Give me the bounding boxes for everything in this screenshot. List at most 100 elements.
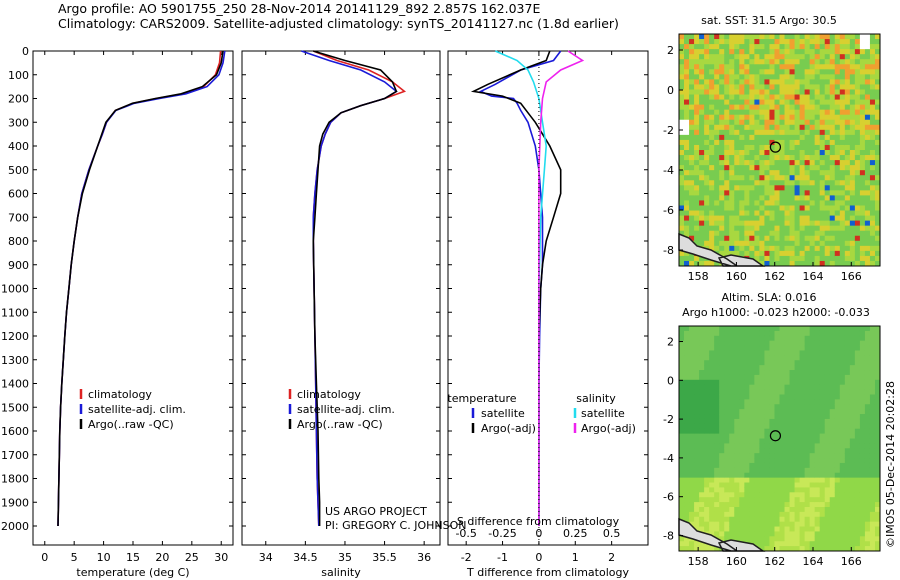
map-cell (764, 385, 770, 390)
map-cell (860, 443, 866, 448)
map-cell (865, 424, 871, 429)
map-cell (825, 165, 831, 171)
map-cell (684, 74, 690, 80)
map-cell (769, 453, 775, 458)
map-cell (759, 394, 765, 399)
map-cell (800, 110, 806, 116)
map-cell (744, 79, 750, 85)
map-cell (689, 517, 695, 522)
map-cell (810, 341, 816, 346)
map-cell (860, 458, 866, 463)
map-cell (800, 522, 806, 527)
map-cell (830, 483, 836, 488)
map-cell (800, 355, 806, 360)
map-cell (795, 458, 801, 463)
map-cell (769, 84, 775, 90)
map-cell (684, 165, 690, 171)
map-cell (795, 394, 801, 399)
map-cell (729, 355, 735, 360)
map-cell (865, 502, 871, 507)
map-cell (800, 140, 806, 146)
map-cell (795, 241, 801, 247)
map-cell (870, 185, 876, 191)
map-cell (729, 211, 735, 217)
map-cell (855, 130, 861, 136)
map-cell (749, 531, 755, 536)
map-cell (865, 211, 871, 217)
map-cell (780, 439, 786, 444)
map-cell (749, 497, 755, 502)
map-cell (714, 507, 720, 512)
map-cell (694, 331, 700, 336)
map-cell (805, 226, 811, 232)
map-cell (764, 473, 770, 478)
map-cell (810, 512, 816, 517)
map-cell (679, 226, 685, 232)
map-cell (734, 216, 740, 222)
map-cell (754, 365, 760, 370)
map-cell (830, 527, 836, 532)
map-cell (699, 512, 705, 517)
map-cell (729, 336, 735, 341)
map-cell (774, 180, 780, 186)
map-cell (820, 135, 826, 141)
map-cell (800, 226, 806, 232)
map-cell (815, 424, 821, 429)
map-cell (734, 453, 740, 458)
map-cell (815, 135, 821, 141)
map-cell (739, 355, 745, 360)
map-cell (714, 74, 720, 80)
map-cell (694, 180, 700, 186)
map-cell (780, 241, 786, 247)
map-cell (785, 185, 791, 191)
map-cell (704, 336, 710, 341)
map-cell (714, 370, 720, 375)
map-cell (845, 424, 851, 429)
map-cell (759, 439, 765, 444)
map-cell (835, 59, 841, 65)
map-cell (689, 512, 695, 517)
map-cell (704, 211, 710, 217)
map-cell (820, 170, 826, 176)
map-cell (759, 251, 765, 257)
map-cell (729, 424, 735, 429)
map-cell (699, 69, 705, 75)
map-cell (679, 458, 685, 463)
xtick-label: 20 (155, 551, 169, 564)
map-cell (855, 336, 861, 341)
map-cell (785, 502, 791, 507)
map-cell (860, 100, 866, 106)
map-cell (734, 64, 740, 70)
map-cell (850, 185, 856, 191)
map-cell (699, 360, 705, 365)
series-line-difference-3 (539, 51, 583, 526)
map-cell (709, 483, 715, 488)
map-cell (850, 512, 856, 517)
map-cell (759, 195, 765, 201)
map-cell (850, 64, 856, 70)
map-cell (774, 69, 780, 75)
map-cell (815, 439, 821, 444)
map-cell (810, 64, 816, 70)
map-cell (830, 246, 836, 252)
map-cell (714, 89, 720, 95)
map-cell (840, 125, 846, 131)
map-cell (749, 79, 755, 85)
map-cell (860, 246, 866, 252)
map-cell (790, 49, 796, 55)
map-cell (764, 130, 770, 136)
map-cell (689, 355, 695, 360)
map-cell (714, 360, 720, 365)
map-cell (729, 79, 735, 85)
map-cell (805, 439, 811, 444)
map-cell (769, 326, 775, 331)
map-cell (810, 365, 816, 370)
map-cell (684, 231, 690, 237)
map-cell (774, 130, 780, 136)
map-cell (815, 211, 821, 217)
map-cell (820, 453, 826, 458)
map-cell (820, 211, 826, 217)
map-cell (754, 502, 760, 507)
map-cell (739, 404, 745, 409)
map-cell (815, 170, 821, 176)
